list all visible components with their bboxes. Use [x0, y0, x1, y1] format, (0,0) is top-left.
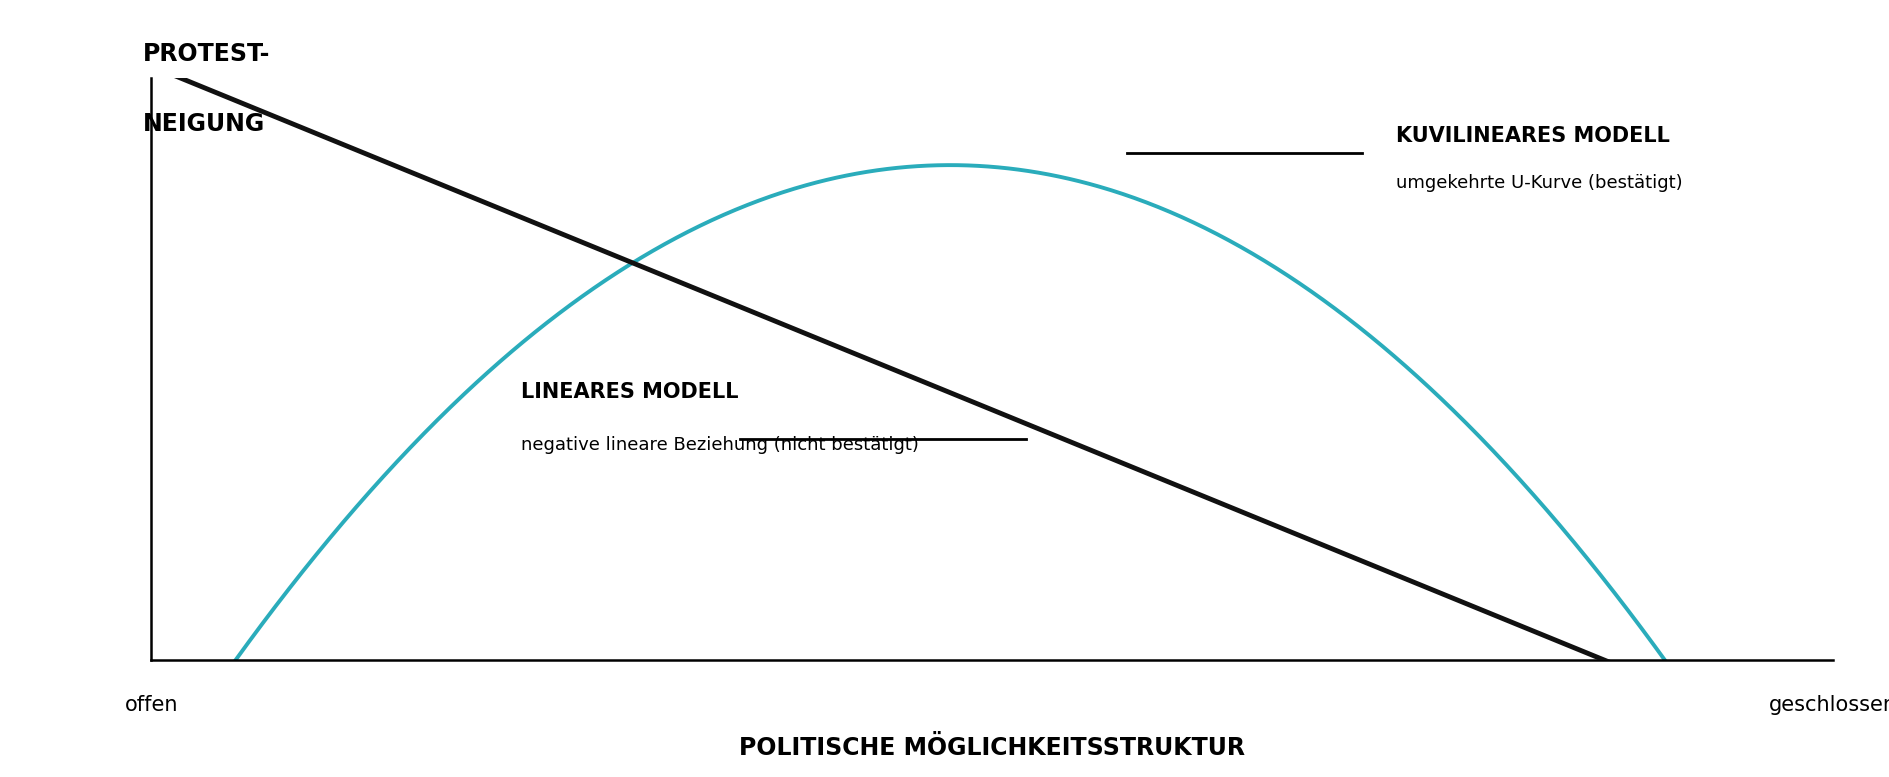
- Text: offen: offen: [125, 695, 178, 716]
- Text: POLITISCHE MÖGLICHKEITSSTRUKTUR: POLITISCHE MÖGLICHKEITSSTRUKTUR: [739, 737, 1245, 760]
- Text: umgekehrte U-Kurve (bestätigt): umgekehrte U-Kurve (bestätigt): [1396, 173, 1681, 192]
- Text: geschlossen: geschlossen: [1768, 695, 1889, 716]
- Text: LINEARES MODELL: LINEARES MODELL: [521, 382, 739, 402]
- Text: NEIGUNG: NEIGUNG: [144, 112, 264, 136]
- Text: PROTEST-: PROTEST-: [144, 42, 270, 66]
- Text: negative lineare Beziehung (nicht bestätigt): negative lineare Beziehung (nicht bestät…: [521, 436, 918, 454]
- Text: KUVILINEARES MODELL: KUVILINEARES MODELL: [1396, 126, 1670, 146]
